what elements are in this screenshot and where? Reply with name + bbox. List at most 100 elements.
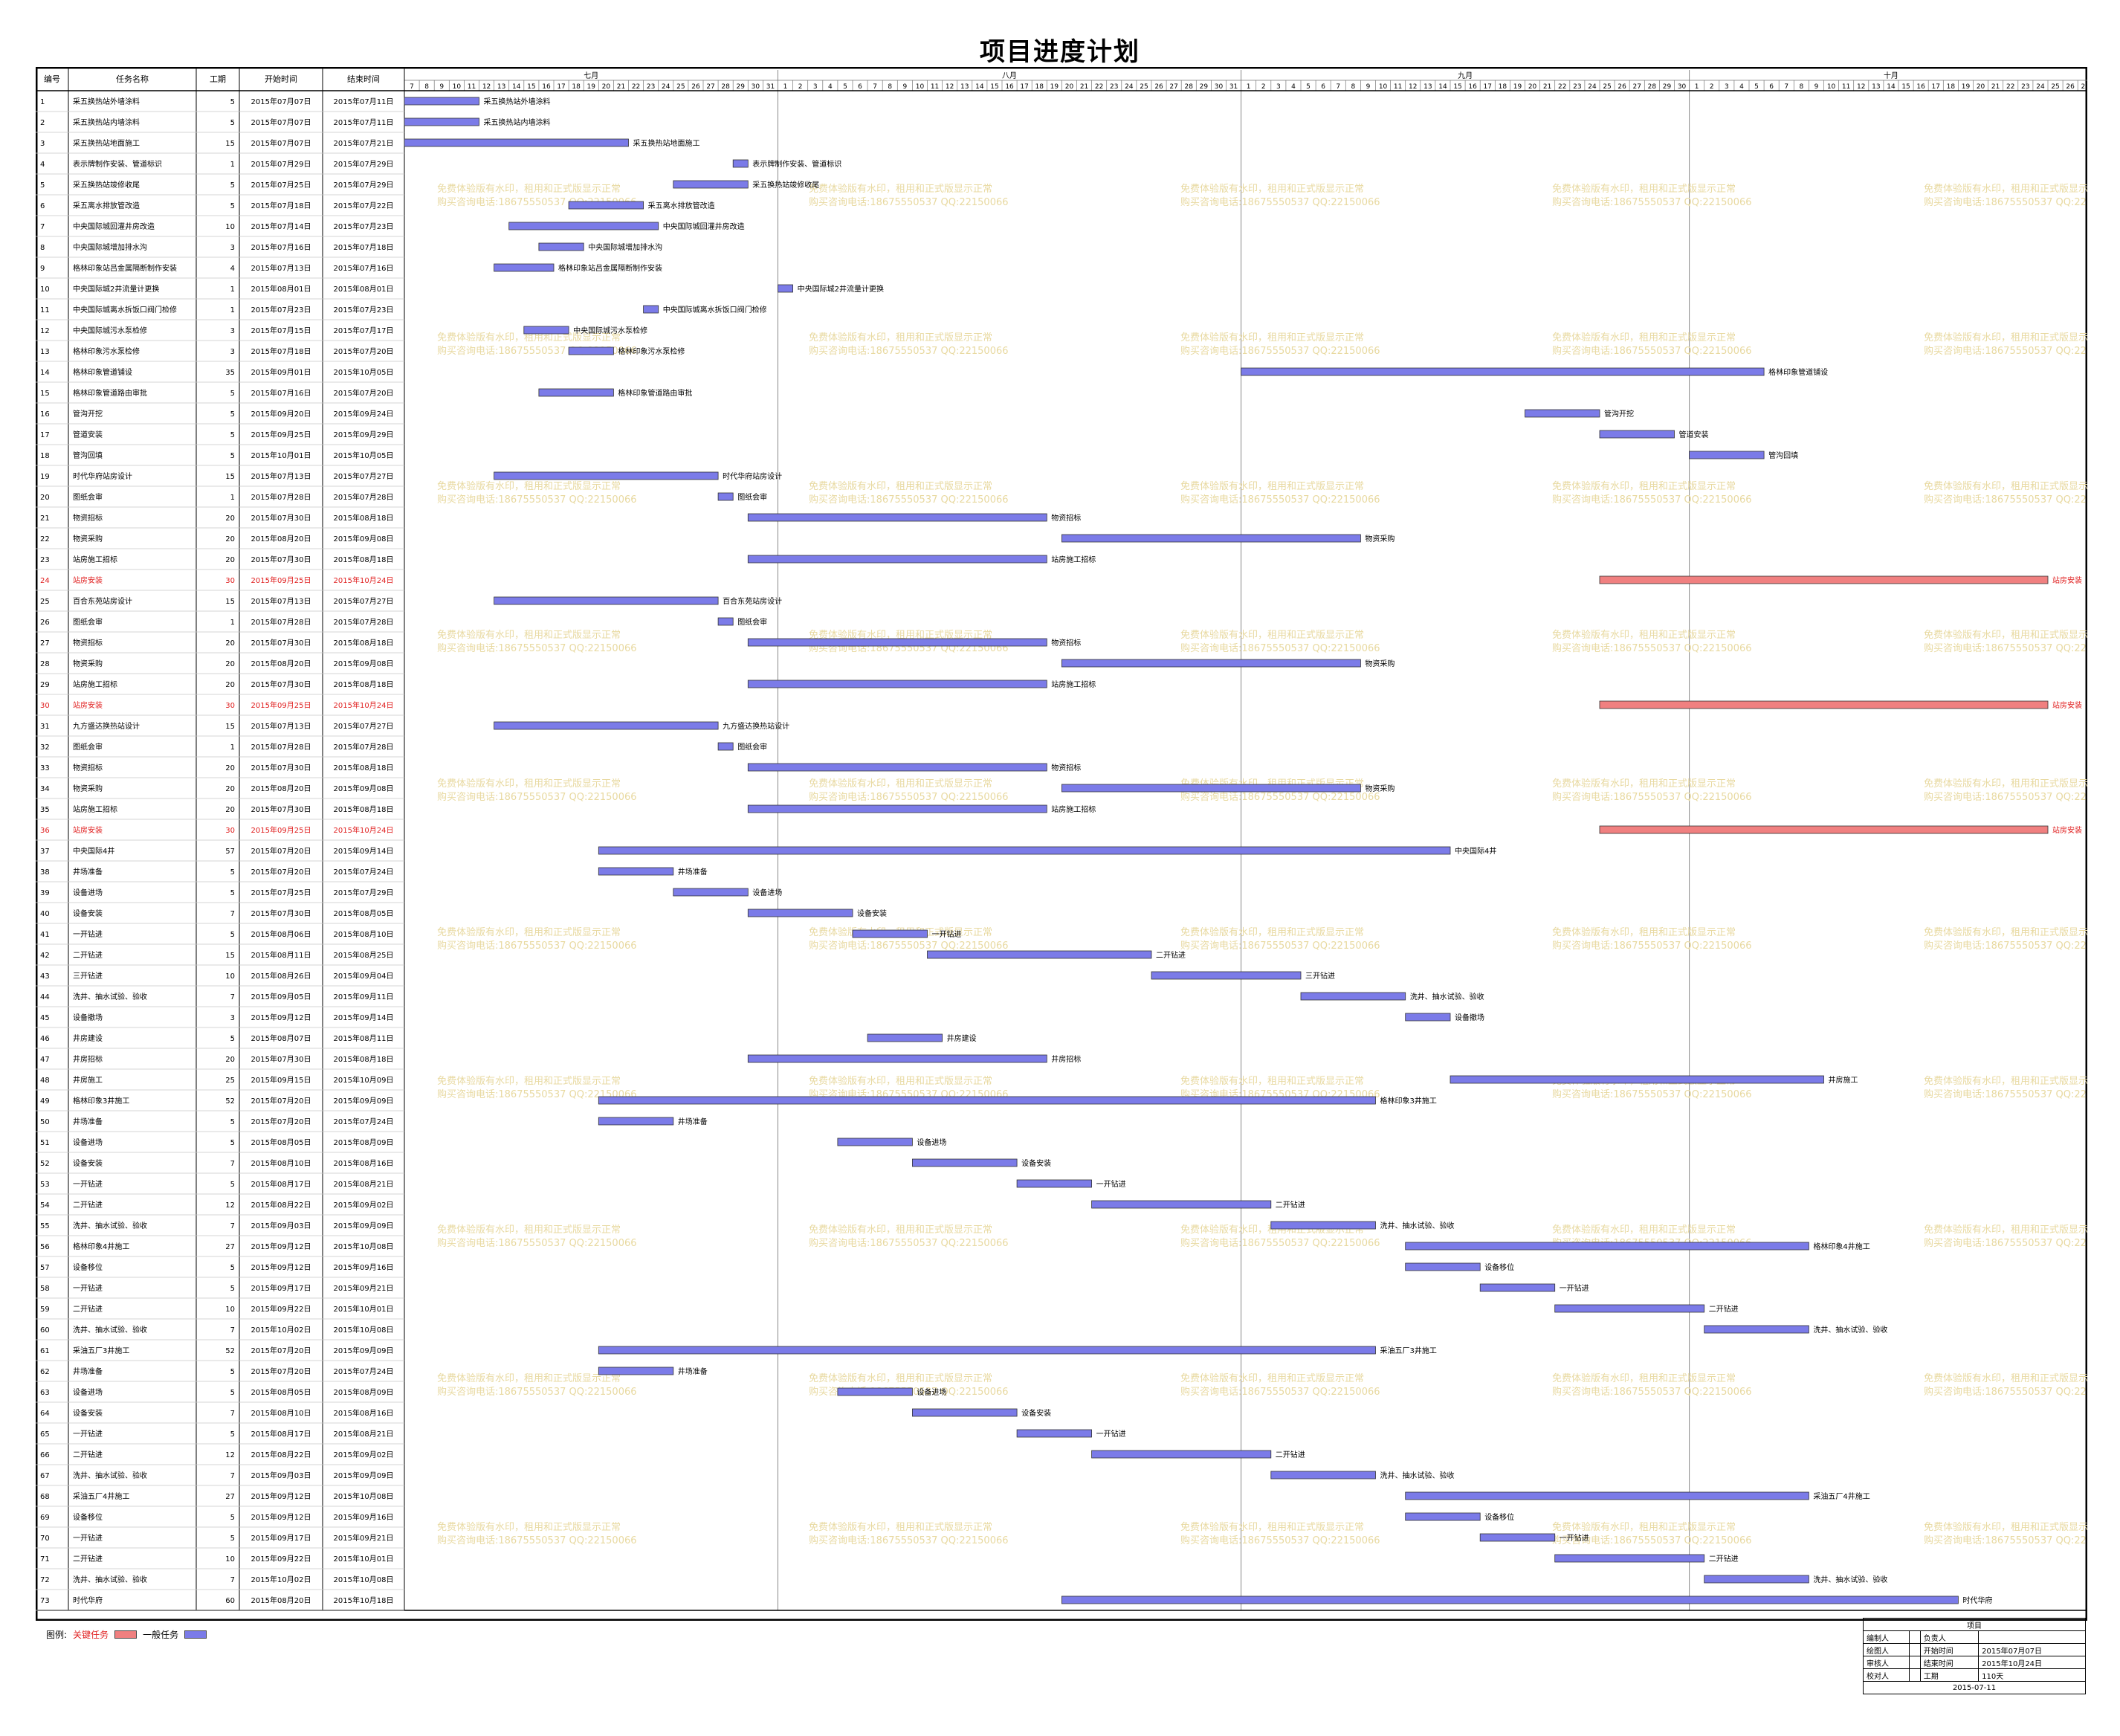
task-start-cell: 2015年08月01日 xyxy=(251,284,311,294)
watermark-text: 免费体验版有水印，租用和正式版显示正常 xyxy=(437,1372,621,1384)
task-end-cell: 2015年10月05日 xyxy=(334,451,394,460)
task-duration-cell: 3 xyxy=(230,348,235,356)
task-bar-label: 洗井、抽水试验、验收 xyxy=(1813,1325,1887,1335)
task-end-cell: 2015年07月17日 xyxy=(334,326,394,335)
task-end-cell: 2015年09月16日 xyxy=(334,1512,394,1522)
task-bar-label: 管沟回填 xyxy=(1768,451,1798,460)
task-start-cell: 2015年07月30日 xyxy=(251,555,311,564)
task-bar xyxy=(673,180,749,189)
task-id-cell: 54 xyxy=(40,1201,50,1210)
day-label: 3 xyxy=(1725,83,1729,91)
watermark-text: 购买咨询电话:18675550537 QQ:22150066 xyxy=(1924,494,2087,506)
task-duration-cell: 1 xyxy=(230,306,235,314)
watermark-text: 免费体验版有水印，租用和正式版显示正常 xyxy=(1924,1075,2087,1087)
day-label: 20 xyxy=(602,83,611,91)
task-start-cell: 2015年07月28日 xyxy=(251,617,311,627)
task-bar-label: 物资招标 xyxy=(1051,763,1081,772)
watermark-text: 免费体验版有水印，租用和正式版显示正常 xyxy=(1924,778,2087,790)
task-end-cell: 2015年09月02日 xyxy=(334,1450,394,1459)
day-label: 19 xyxy=(1962,83,1971,91)
watermark-text: 免费体验版有水印，租用和正式版显示正常 xyxy=(1180,629,1364,641)
task-id-cell: 70 xyxy=(40,1535,50,1543)
day-label: 12 xyxy=(1409,83,1417,91)
task-end-cell: 2015年10月09日 xyxy=(334,1075,394,1085)
task-start-cell: 2015年08月26日 xyxy=(251,971,311,981)
task-bar xyxy=(494,596,719,605)
task-start-cell: 2015年09月25日 xyxy=(251,700,311,710)
task-id-cell: 34 xyxy=(40,785,50,793)
day-label: 18 xyxy=(1035,83,1044,91)
task-end-cell: 2015年09月02日 xyxy=(334,1200,394,1210)
task-start-cell: 2015年07月20日 xyxy=(251,1366,311,1376)
task-bar-label: 中央国际城增加排水沟 xyxy=(588,242,662,252)
task-id-cell: 29 xyxy=(40,681,50,689)
day-label: 1 xyxy=(783,83,788,91)
task-duration-cell: 5 xyxy=(230,390,235,398)
task-start-cell: 2015年09月20日 xyxy=(251,409,311,419)
task-name-cell: 井场准备 xyxy=(73,1366,103,1376)
watermark-text: 购买咨询电话:18675550537 QQ:22150066 xyxy=(437,642,637,654)
task-end-cell: 2015年07月28日 xyxy=(334,617,394,627)
task-end-cell: 2015年08月11日 xyxy=(334,1033,394,1043)
task-end-cell: 2015年07月27日 xyxy=(334,721,394,731)
info-cell: 审核人 xyxy=(1862,1656,1910,1669)
task-bar xyxy=(1091,1200,1272,1209)
task-id-cell: 31 xyxy=(40,723,50,731)
task-duration-cell: 12 xyxy=(225,1451,235,1459)
task-id-cell: 4 xyxy=(40,161,45,169)
task-start-cell: 2015年07月25日 xyxy=(251,888,311,897)
task-duration-cell: 7 xyxy=(230,1576,235,1584)
task-end-cell: 2015年09月29日 xyxy=(334,430,394,439)
task-start-cell: 2015年07月29日 xyxy=(251,159,311,169)
task-name-cell: 设备进场 xyxy=(73,888,103,897)
task-bar xyxy=(1599,700,2049,709)
task-start-cell: 2015年10月02日 xyxy=(251,1575,311,1584)
task-name-cell: 中央国际城增加排水沟 xyxy=(73,242,147,252)
task-duration-cell: 15 xyxy=(225,140,235,148)
task-bar-label: 图纸会审 xyxy=(737,617,767,627)
task-bar-label: 时代华府 xyxy=(1962,1595,1992,1605)
watermark-text: 免费体验版有水印，租用和正式版显示正常 xyxy=(437,1075,621,1087)
task-duration-cell: 5 xyxy=(230,1368,235,1376)
task-start-cell: 2015年07月13日 xyxy=(251,263,311,273)
task-duration-cell: 52 xyxy=(225,1347,235,1355)
task-name-cell: 时代华府站房设计 xyxy=(73,471,132,481)
task-name-cell: 站房安装 xyxy=(73,700,103,710)
task-bar-label: 设备安装 xyxy=(857,909,887,918)
task-end-cell: 2015年09月24日 xyxy=(334,409,394,419)
task-duration-cell: 27 xyxy=(225,1243,235,1251)
task-duration-cell: 5 xyxy=(230,1430,235,1439)
task-name-cell: 设备移位 xyxy=(73,1262,103,1272)
task-start-cell: 2015年08月05日 xyxy=(251,1387,311,1397)
task-duration-cell: 30 xyxy=(225,702,235,710)
task-id-cell: 25 xyxy=(40,598,50,606)
task-bar xyxy=(867,1033,943,1042)
watermark-text: 购买咨询电话:18675550537 QQ:22150066 xyxy=(1552,642,1752,654)
task-name-cell: 中央国际城离水拆饭口阀门检修 xyxy=(73,305,177,314)
watermark-text: 购买咨询电话:18675550537 QQ:22150066 xyxy=(809,1237,1009,1249)
task-bar xyxy=(1599,575,2049,584)
task-end-cell: 2015年09月11日 xyxy=(334,992,394,1001)
day-label: 1 xyxy=(1247,83,1251,91)
task-end-cell: 2015年08月16日 xyxy=(334,1408,394,1418)
task-duration-cell: 20 xyxy=(225,556,235,564)
task-start-cell: 2015年09月01日 xyxy=(251,367,311,377)
day-label: 15 xyxy=(990,83,998,91)
task-name-cell: 设备进场 xyxy=(73,1138,103,1147)
task-duration-cell: 20 xyxy=(225,535,235,543)
day-label: 26 xyxy=(1154,83,1163,91)
task-bar-label: 格林印象管道铺设 xyxy=(1768,367,1828,377)
task-name-cell: 管沟开挖 xyxy=(73,409,103,419)
task-name-cell: 中央国际城回灌井房改造 xyxy=(73,222,155,231)
watermark-text: 免费体验版有水印，租用和正式版显示正常 xyxy=(809,778,992,790)
day-label: 29 xyxy=(1663,83,1672,91)
task-duration-cell: 12 xyxy=(225,1201,235,1210)
task-bar-label: 采五换热站内墙涂料 xyxy=(484,117,551,127)
task-id-cell: 21 xyxy=(40,514,50,523)
task-id-cell: 2 xyxy=(40,119,45,127)
day-label: 16 xyxy=(1916,83,1925,91)
task-bar xyxy=(747,763,1047,772)
watermark-text: 购买咨询电话:18675550537 QQ:22150066 xyxy=(1552,345,1752,357)
task-bar xyxy=(1599,825,2049,834)
task-duration-cell: 4 xyxy=(230,265,235,273)
